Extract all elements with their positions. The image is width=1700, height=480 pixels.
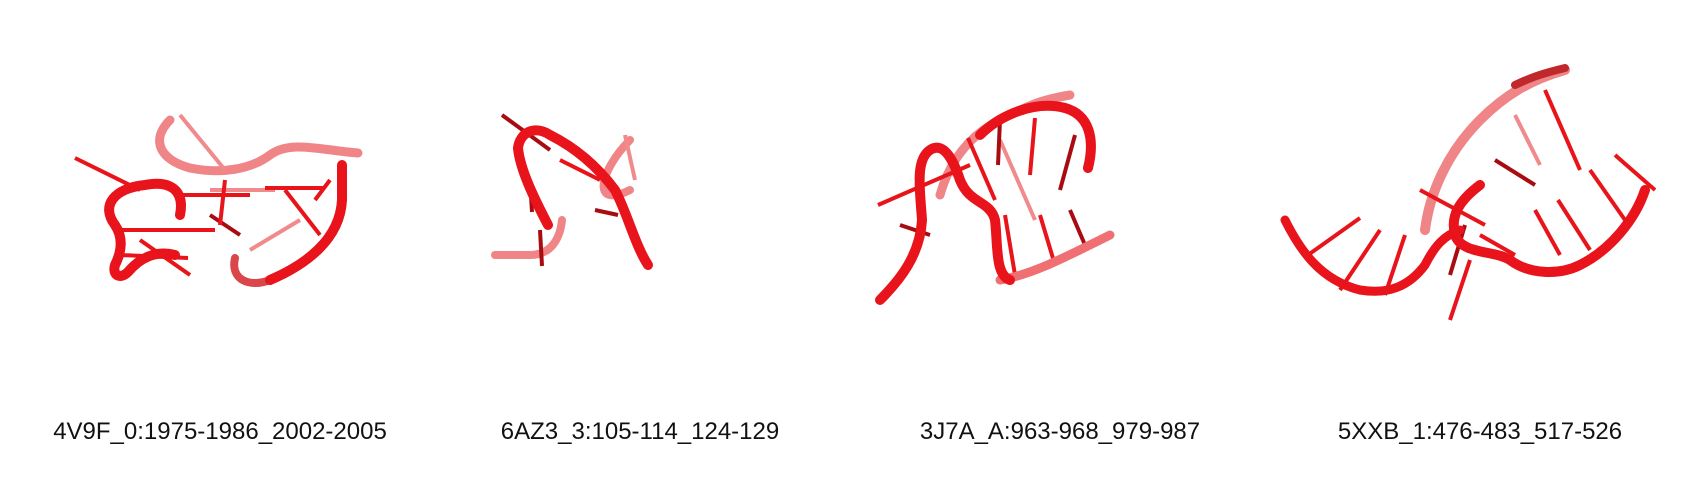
backbone-front-1 xyxy=(104,178,186,281)
structure-panel-1: 4V9F_0:1975-1986_2002-2005 xyxy=(20,0,420,480)
base-10 xyxy=(1306,216,1362,257)
rna-structure-image-2 xyxy=(491,113,653,270)
base-5 xyxy=(1613,153,1657,192)
base-14 xyxy=(1448,259,1472,321)
structure-label-1: 4V9F_0:1975-1986_2002-2005 xyxy=(53,418,387,445)
structure-label-3: 3J7A_A:963-968_979-987 xyxy=(919,418,1201,445)
base-5 xyxy=(1028,117,1037,176)
rna-structure-image-4 xyxy=(1280,64,1657,321)
base-4 xyxy=(996,119,1002,166)
base-5 xyxy=(594,208,619,217)
structure-panel-4: 5XXB_1:476-483_517-526 xyxy=(1280,0,1680,480)
base-6 xyxy=(1058,134,1077,191)
base-back-2 xyxy=(998,139,1037,221)
backbone-front-2 xyxy=(265,160,347,285)
base-12 xyxy=(1383,234,1407,296)
base-8 xyxy=(1533,209,1562,256)
backbone-front-2 xyxy=(995,230,1115,285)
structure-panel-2: 6AZ3_3:105-114_124-129 xyxy=(450,0,830,480)
base-9 xyxy=(1479,233,1516,257)
backbone-back-1 xyxy=(155,115,363,176)
rna-structure-image-3 xyxy=(875,90,1115,305)
base-8 xyxy=(1038,214,1057,266)
backbone-front-2 xyxy=(1448,180,1650,277)
base-3 xyxy=(538,229,544,267)
backbone-back-2 xyxy=(491,216,566,259)
structure-panel-3: 3J7A_A:963-968_979-987 xyxy=(860,0,1260,480)
base-10 xyxy=(313,178,332,202)
backbone-front-3 xyxy=(975,100,1096,173)
backbone-front-1 xyxy=(875,142,1015,305)
base-4 xyxy=(559,158,601,182)
base-3 xyxy=(966,137,997,201)
base-9 xyxy=(283,188,322,237)
base-11 xyxy=(1338,228,1382,292)
rna-structure-image-1 xyxy=(74,113,363,287)
base-6 xyxy=(208,213,242,237)
base-7 xyxy=(1556,198,1592,252)
backbone-front-1 xyxy=(1280,215,1465,296)
base-back-3 xyxy=(248,218,302,252)
structure-label-4: 5XXB_1:476-483_517-526 xyxy=(1337,418,1623,445)
backbone-front-3 xyxy=(1511,64,1569,89)
base-2 xyxy=(1513,114,1542,166)
backbone-back-2 xyxy=(230,254,274,287)
base-back-1 xyxy=(178,113,227,172)
backbone-front-1 xyxy=(513,125,653,270)
base-9 xyxy=(1068,209,1087,246)
base-6 xyxy=(1588,168,1627,222)
base-back-1 xyxy=(623,134,637,181)
base-4 xyxy=(1419,188,1486,227)
base-7 xyxy=(1003,214,1017,276)
structure-label-2: 6AZ3_3:105-114_124-129 xyxy=(500,418,780,445)
base-3 xyxy=(1493,158,1537,187)
base-7 xyxy=(218,179,227,226)
base-1 xyxy=(1543,89,1582,171)
